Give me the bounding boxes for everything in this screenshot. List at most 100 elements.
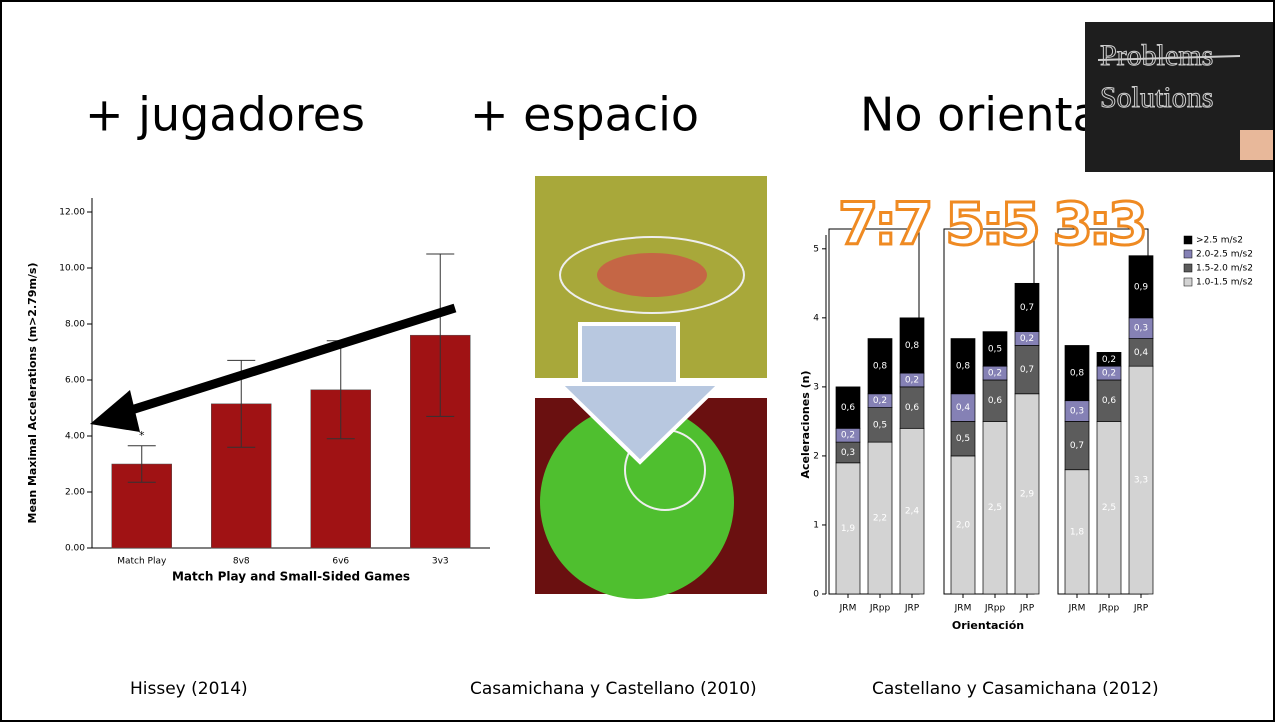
data-label: 2,4 [905,507,920,517]
bar-segment [899,386,925,429]
legend-label: 2.0-2.5 m/s2 [1196,250,1253,260]
x-tick-label: JRP [1133,604,1149,614]
bar-segment [1128,365,1154,595]
arrow-head [90,390,140,432]
data-label: 0,5 [988,344,1002,354]
error-bar [426,253,455,417]
legend-label: >2.5 m/s2 [1196,236,1243,246]
board-text: Solutions [1100,81,1213,114]
bar-segment [835,386,861,429]
data-label: 0,2 [905,375,919,385]
y-tick-label: 5 [813,244,819,254]
bar-segment [867,407,893,443]
data-label: 0,8 [956,362,971,372]
board-text: Problems [1100,39,1213,72]
y-tick-label: 6.00 [65,376,85,386]
y-axis-label: Mean Maximal Accelerations (m>2.79m/s) [26,263,39,524]
x-tick-label: JRP [1019,604,1035,614]
legend-label: 1.0-1.5 m/s2 [1196,278,1253,288]
heading: + espacio [470,88,699,142]
y-tick-label: 0.00 [65,544,85,554]
overlay-text: 7:7 5:5 3:3 [838,190,1148,258]
error-bar [127,445,156,483]
data-label: 0,7 [1070,441,1084,451]
bar-segment [1096,352,1122,367]
legend-swatch [1183,249,1193,259]
bar-segment [1064,345,1090,402]
data-label: 3,3 [1134,476,1148,486]
data-label: 0,6 [988,396,1003,406]
data-label: 0,2 [1020,334,1034,344]
y-tick-label: 2 [813,451,819,461]
data-label: 1,9 [841,524,856,534]
bar-segment [982,379,1008,422]
data-label: 2,5 [1102,503,1116,513]
y-axis-label: Aceleraciones (n) [799,371,812,479]
caption: Casamichana y Castellano (2010) [470,679,757,699]
legend-swatch [1183,277,1193,287]
hand [1240,130,1273,160]
data-label: 0,7 [1020,365,1034,375]
bar-segment [1014,345,1040,395]
y-tick-label: 1 [813,520,819,530]
field-photos [535,176,767,599]
x-tick-label: JRM [954,604,972,614]
field-circle [540,405,734,599]
y-tick-label: 12.00 [59,208,85,218]
overlays: 7:7 5:5 3:3 [90,189,1150,432]
data-label: 2,9 [1020,489,1035,499]
data-label: 0,8 [873,362,888,372]
data-label: 0,2 [873,396,887,406]
x-tick-label: JRpp [1098,604,1120,614]
data-label: 0,8 [1070,369,1085,379]
data-label: 0,8 [905,341,920,351]
bar-segment [899,427,925,595]
x-tick-label: JRP [904,604,920,614]
heading: + jugadores [85,88,365,142]
bar-segment [867,338,893,395]
data-label: 0,2 [841,431,855,441]
x-axis-label: Match Play and Small-Sided Games [172,570,410,584]
bar-segment [835,462,861,595]
legend-swatch [1183,235,1193,245]
data-label: 0,3 [1070,407,1084,417]
data-label: 2,5 [988,503,1002,513]
y-tick-label: 2.00 [65,488,85,498]
y-tick-label: 4.00 [65,432,85,442]
y-tick-label: 4 [813,313,819,323]
x-tick-label: JRM [1068,604,1086,614]
annotation: * [139,429,145,442]
data-label: 0,5 [873,420,887,430]
y-tick-label: 0 [813,590,819,600]
field-line [559,236,745,314]
chalkboard: Problems Solutions [1085,22,1273,172]
bar-segment [950,338,976,395]
data-label: 0,5 [956,434,970,444]
x-tick-label: JRpp [984,604,1006,614]
x-tick-label: JRM [839,604,857,614]
bar-segment [982,421,1008,595]
data-label: 0,2 [988,369,1002,379]
data-label: 0,3 [1134,324,1148,334]
y-tick-label: 10.00 [59,264,85,274]
legend-swatch [1183,263,1193,273]
data-label: 0,7 [1020,303,1034,313]
heading: No orientar [860,88,1120,142]
bar-segment [1064,421,1090,471]
strike [1097,55,1241,61]
data-label: 0,3 [841,448,855,458]
data-label: 0,6 [841,403,856,413]
bar-segment [899,317,925,374]
bar-segment [867,441,893,595]
y-tick-label: 8.00 [65,320,85,330]
bar-segment [1014,393,1040,595]
data-label: 2,0 [956,520,971,530]
bar-segment [1014,282,1040,333]
x-axis-label: Orientación [952,619,1024,632]
down-arrow [578,322,680,386]
bar-segment [1096,421,1122,595]
x-tick-label: 8v8 [233,557,250,567]
arrow [123,303,457,417]
bar-segment [1128,255,1154,319]
